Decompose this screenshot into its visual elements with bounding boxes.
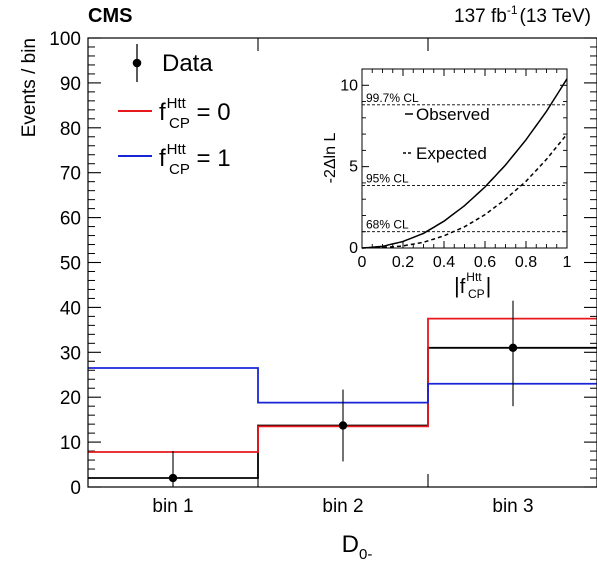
inset-x-abs-right: | (486, 273, 492, 298)
inset-y-axis-label: -2Δln L (322, 133, 339, 184)
y-tick-label: 10 (60, 433, 81, 454)
data-point (509, 344, 517, 352)
cl-label: 68% CL (366, 218, 409, 232)
legend-data-marker (133, 59, 142, 68)
y-tick-label: 50 (60, 254, 81, 275)
y-tick-label: 0 (70, 478, 81, 499)
inset-legend-expected-label: Expected (416, 144, 487, 163)
x-tick-label: bin 3 (492, 496, 533, 517)
legend-blue-label: fHtt CP = 1 (159, 141, 231, 178)
main-legend: Data fHtt CP = 0 fHtt CP = 1 (118, 44, 231, 178)
y-tick-label: 100 (49, 29, 81, 50)
inset-y-tick-label: 5 (349, 159, 358, 176)
y-tick-label: 30 (60, 343, 81, 364)
cl-label: 99.7% CL (366, 91, 419, 105)
data-point (339, 421, 347, 429)
x-tick-label: bin 1 (152, 496, 193, 517)
inset-x-axis-label: |fHtt CP| (454, 270, 491, 301)
y-axis-label: Events / bin (19, 38, 40, 137)
legend-red-label: fHtt CP = 0 (159, 95, 231, 132)
inset-x-tick-label: 1 (563, 254, 572, 271)
y-tick-label: 20 (60, 388, 81, 409)
y-tick-label: 90 (60, 74, 81, 95)
inset-x-tick-label: 0.2 (392, 254, 414, 271)
legend-data-label: Data (162, 50, 213, 77)
inset-y-tick-label: 0 (349, 240, 358, 257)
main-series (88, 301, 597, 487)
data-point (169, 474, 177, 482)
experiment-label: CMS (88, 5, 132, 27)
inset-x-tick-label: 0.4 (433, 254, 455, 271)
inset-legend-observed-label: Observed (416, 105, 490, 124)
inset-x-tick-label: 0.8 (515, 254, 537, 271)
y-tick-label: 80 (60, 119, 81, 140)
inset-y-tick-label: 10 (340, 77, 358, 94)
inset-x-tick-label: 0.6 (474, 254, 496, 271)
y-tick-label: 60 (60, 209, 81, 230)
x-tick-label: bin 2 (322, 496, 363, 517)
lumi-label: 137 fb-1 (13 TeV) (454, 3, 591, 27)
inset-x-tick-label: 0 (358, 254, 367, 271)
y-tick-label: 40 (60, 298, 81, 319)
x-axis-label: D0- (342, 531, 373, 563)
y-tick-label: 70 (60, 164, 81, 185)
cl-label: 95% CL (366, 172, 409, 186)
